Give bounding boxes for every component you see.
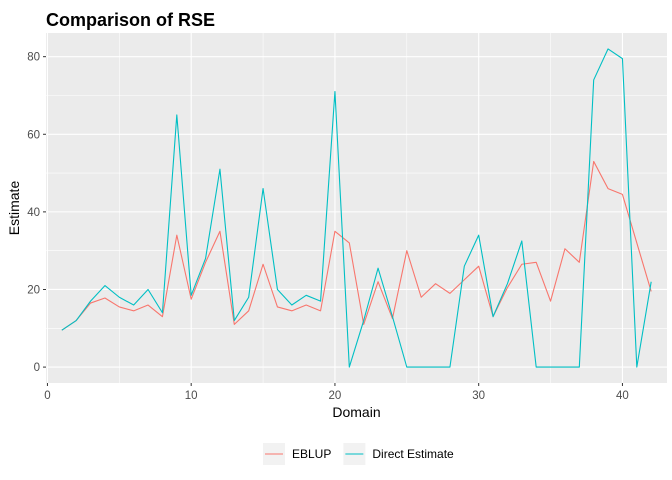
x-tick-label: 20	[329, 390, 342, 402]
plot-panel	[46, 33, 667, 383]
y-tick-label: 20	[27, 284, 40, 296]
y-tick-label: 40	[27, 207, 40, 219]
legend-label: EBLUP	[292, 447, 331, 461]
y-tick-label: 0	[34, 362, 40, 374]
y-tick-label: 60	[27, 129, 40, 141]
y-tick-label: 80	[27, 52, 40, 64]
chart-title: Comparison of RSE	[46, 10, 215, 30]
x-tick-label: 30	[472, 390, 485, 402]
x-tick-label: 0	[44, 390, 50, 402]
y-axis-title: Estimate	[6, 181, 22, 236]
x-axis-title: Domain	[332, 404, 380, 420]
x-tick-label: 10	[185, 390, 198, 402]
x-tick-label: 40	[616, 390, 629, 402]
legend-label: Direct Estimate	[372, 447, 454, 461]
